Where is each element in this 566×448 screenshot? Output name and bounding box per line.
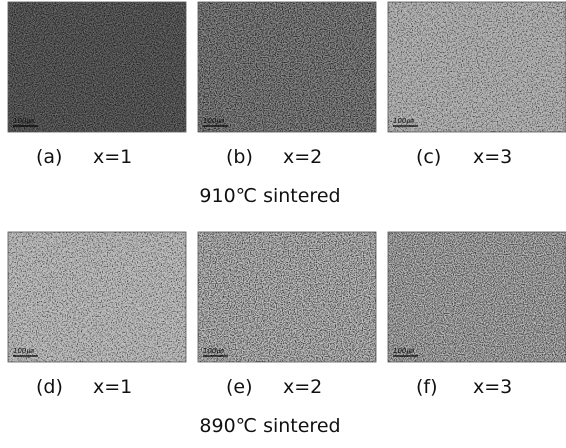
- scale-label: 100㎛: [393, 117, 414, 125]
- scale-label: 100㎛: [13, 117, 34, 125]
- micrograph-border: [197, 1, 377, 133]
- panel-label: (d): [36, 376, 63, 398]
- micrograph-border: [7, 231, 187, 363]
- micrograph-speckle: [388, 232, 566, 362]
- panel-label: (e): [226, 376, 253, 398]
- panel-composition: x=1: [93, 146, 132, 168]
- micrograph-speckle: [8, 232, 186, 362]
- panel-label: (a): [36, 146, 62, 168]
- micrograph-border: [387, 1, 566, 133]
- scale-label: 100㎛: [203, 117, 224, 125]
- panel-label: (f): [416, 376, 438, 398]
- micrograph-border: [197, 231, 377, 363]
- group-caption: 910℃ sintered: [199, 185, 340, 207]
- micrograph-border: [387, 231, 566, 363]
- micrograph-speckle: [8, 2, 186, 132]
- panel-label: (c): [416, 146, 441, 168]
- scale-label: 100㎛: [13, 347, 34, 355]
- micrograph-speckle: [198, 2, 376, 132]
- panel-composition: x=3: [473, 146, 512, 168]
- panel-composition: x=2: [283, 146, 322, 168]
- panel-composition: x=3: [473, 376, 512, 398]
- panel-composition: x=1: [93, 376, 132, 398]
- panel-label: (b): [226, 146, 253, 168]
- micrograph-speckle: [198, 232, 376, 362]
- panel-composition: x=2: [283, 376, 322, 398]
- scale-label: 100㎛: [393, 347, 414, 355]
- group-caption: 890℃ sintered: [199, 415, 340, 437]
- micrograph-border: [7, 1, 187, 133]
- micrograph-speckle: [388, 2, 566, 132]
- scale-label: 100㎛: [203, 347, 224, 355]
